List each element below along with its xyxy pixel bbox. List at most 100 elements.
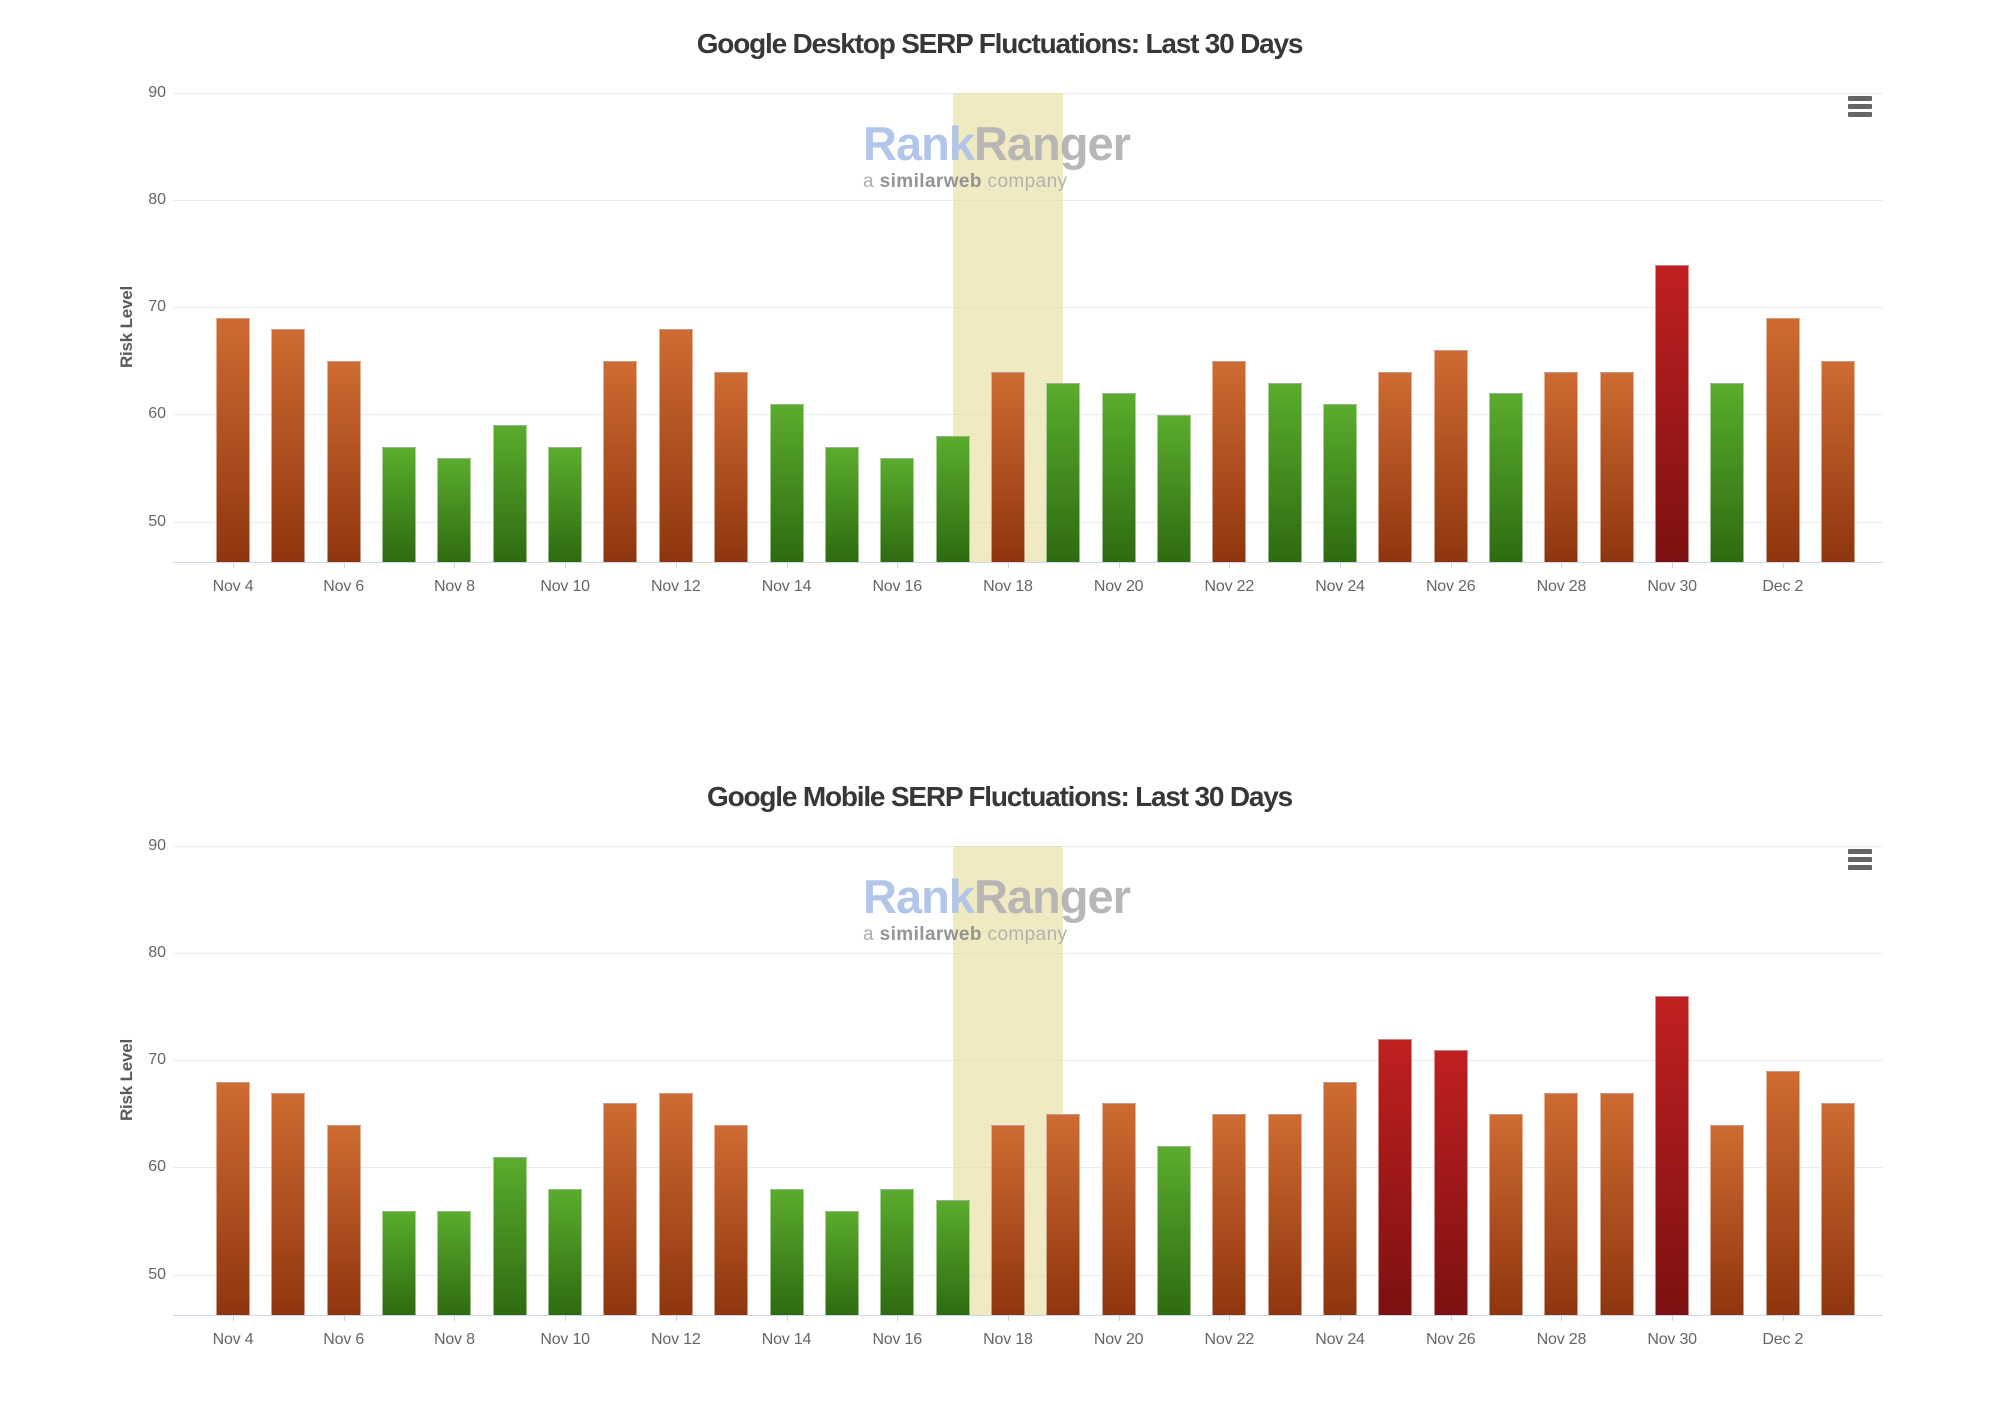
risk-bar[interactable] xyxy=(658,1092,693,1315)
risk-bar[interactable] xyxy=(714,1124,749,1315)
logo-ranger: Ranger xyxy=(973,117,1131,170)
risk-bar[interactable] xyxy=(769,1189,804,1315)
risk-bar[interactable] xyxy=(880,457,915,562)
risk-bar[interactable] xyxy=(492,1156,527,1315)
risk-bar[interactable] xyxy=(1156,414,1191,562)
risk-bar[interactable] xyxy=(1101,393,1136,562)
rankranger-logo: RankRanger xyxy=(863,117,1131,170)
risk-bar[interactable] xyxy=(769,403,804,562)
logo-rank: Rank xyxy=(863,870,975,923)
x-axis-tick xyxy=(675,1315,677,1321)
risk-bar[interactable] xyxy=(1323,1081,1357,1315)
x-tick-label: Nov 8 xyxy=(433,1331,475,1348)
risk-bar[interactable] xyxy=(1212,1114,1247,1315)
x-axis-tick xyxy=(1007,1315,1009,1321)
risk-bar[interactable] xyxy=(1710,1124,1745,1315)
risk-bar[interactable] xyxy=(1046,1114,1081,1315)
risk-bar[interactable] xyxy=(1046,382,1081,562)
risk-bar[interactable] xyxy=(1267,382,1302,562)
x-tick-label: Nov 12 xyxy=(651,578,701,595)
risk-bar[interactable] xyxy=(437,457,472,562)
risk-bar[interactable] xyxy=(1489,1114,1524,1315)
x-axis-tick xyxy=(565,562,567,568)
x-axis-tick xyxy=(897,1315,899,1321)
risk-bar[interactable] xyxy=(824,446,859,562)
similarweb-tagline: a similarweb company xyxy=(863,924,1130,946)
risk-bar[interactable] xyxy=(824,1210,859,1315)
x-tick-label: Nov 30 xyxy=(1647,578,1697,595)
mobile-serp-chart: Google Mobile SERP Fluctuations: Last 30… xyxy=(0,753,1999,1413)
risk-bar[interactable] xyxy=(548,1189,583,1315)
y-tick-label: 70 xyxy=(148,298,166,316)
risk-bar[interactable] xyxy=(714,371,749,562)
risk-bar[interactable] xyxy=(271,1092,306,1315)
risk-bar[interactable] xyxy=(1710,382,1745,562)
risk-bar[interactable] xyxy=(1101,1103,1136,1315)
risk-bar[interactable] xyxy=(1378,371,1413,562)
risk-bar[interactable] xyxy=(1821,361,1856,562)
risk-bar[interactable] xyxy=(1765,318,1800,562)
risk-bar[interactable] xyxy=(216,1081,250,1315)
x-axis-tick xyxy=(233,562,234,568)
risk-bar[interactable] xyxy=(935,1199,970,1315)
risk-bar[interactable] xyxy=(437,1210,472,1315)
risk-bar[interactable] xyxy=(1655,264,1690,562)
risk-bar[interactable] xyxy=(1655,996,1690,1315)
x-tick-label: Nov 24 xyxy=(1315,578,1365,595)
x-axis-tick xyxy=(343,1315,345,1321)
hamburger-menu-icon[interactable] xyxy=(1848,849,1872,875)
x-tick-label: Nov 18 xyxy=(983,1331,1033,1348)
rankranger-logo: RankRanger xyxy=(863,870,1131,923)
risk-bar[interactable] xyxy=(382,446,417,562)
x-tick-label: Nov 28 xyxy=(1536,578,1587,595)
risk-bar[interactable] xyxy=(1267,1114,1302,1315)
x-axis-tick xyxy=(786,1315,788,1321)
x-tick-label: Nov 10 xyxy=(540,1331,590,1348)
x-tick-label: Dec 2 xyxy=(1762,578,1804,595)
x-axis-tick xyxy=(1450,1315,1452,1321)
risk-bar[interactable] xyxy=(880,1189,915,1315)
x-axis-tick xyxy=(233,1315,234,1321)
risk-bar[interactable] xyxy=(1765,1071,1800,1315)
x-tick-label: Nov 12 xyxy=(651,1331,701,1348)
risk-bar[interactable] xyxy=(603,361,638,562)
risk-bar[interactable] xyxy=(1433,350,1468,562)
risk-bar[interactable] xyxy=(548,446,583,562)
risk-bar[interactable] xyxy=(1212,361,1247,562)
risk-bar[interactable] xyxy=(492,425,527,562)
hamburger-menu-icon[interactable] xyxy=(1848,96,1872,122)
x-axis-tick xyxy=(454,562,456,568)
risk-bar[interactable] xyxy=(990,1124,1025,1315)
x-axis-tick xyxy=(1561,562,1563,568)
risk-bar[interactable] xyxy=(1544,371,1579,562)
risk-bar[interactable] xyxy=(658,328,693,562)
x-axis-tick xyxy=(1672,1315,1674,1321)
risk-bar[interactable] xyxy=(382,1210,417,1315)
risk-bar[interactable] xyxy=(326,361,361,562)
risk-bar[interactable] xyxy=(990,371,1025,562)
hamburger-stripe xyxy=(1848,857,1872,862)
x-tick-label: Nov 6 xyxy=(323,578,365,595)
risk-bar[interactable] xyxy=(1378,1039,1413,1315)
x-axis-tick xyxy=(1229,1315,1231,1321)
risk-bar[interactable] xyxy=(935,436,970,562)
risk-bar[interactable] xyxy=(1433,1049,1468,1315)
risk-bar[interactable] xyxy=(1821,1103,1856,1315)
x-tick-label: Nov 8 xyxy=(433,578,475,595)
plot-area: Nov 4 Nov 6 Nov 8 Nov 10 Nov 12 Nov 14 Nov 16 N… xyxy=(173,846,1883,1348)
risk-bar[interactable] xyxy=(326,1124,361,1315)
risk-bar[interactable] xyxy=(1599,1092,1634,1315)
risk-bar[interactable] xyxy=(1544,1092,1579,1315)
hamburger-stripe xyxy=(1848,865,1872,870)
y-tick-label: 90 xyxy=(148,837,166,854)
risk-bar[interactable] xyxy=(1489,393,1524,562)
risk-bar[interactable] xyxy=(1323,403,1357,562)
risk-bar[interactable] xyxy=(1599,371,1634,562)
risk-bar[interactable] xyxy=(603,1103,638,1315)
x-tick-label: Nov 26 xyxy=(1425,578,1476,595)
risk-bar[interactable] xyxy=(216,318,250,562)
x-axis-tick xyxy=(1672,562,1674,568)
x-axis-tick xyxy=(1340,562,1341,568)
risk-bar[interactable] xyxy=(1156,1146,1191,1315)
risk-bar[interactable] xyxy=(271,328,306,562)
